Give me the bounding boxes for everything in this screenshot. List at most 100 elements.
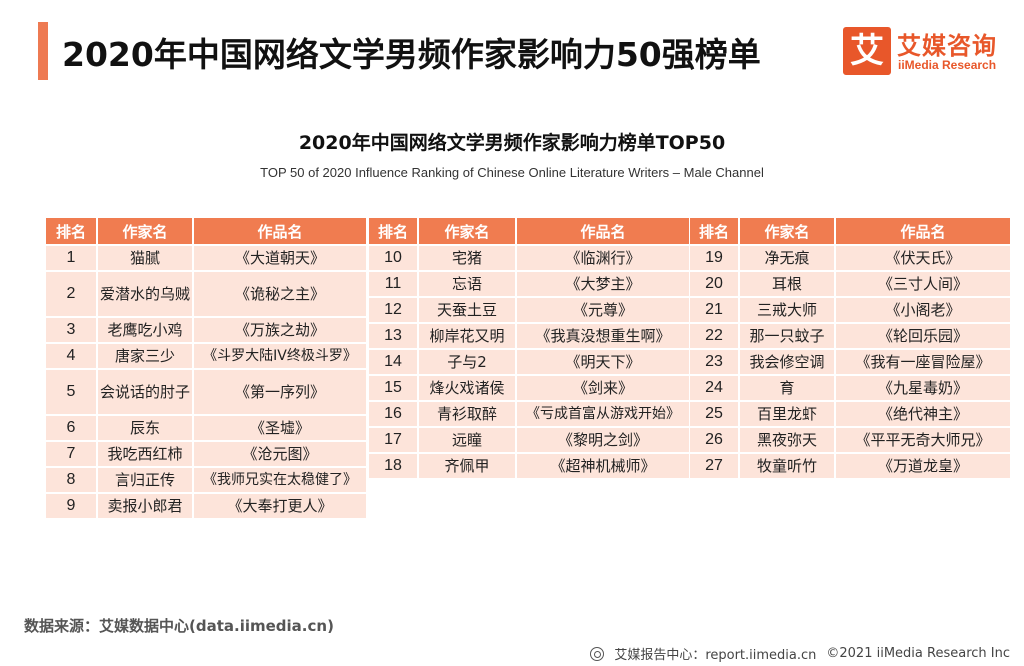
table-row: 10 宅猪 《临渊行》 xyxy=(369,246,689,270)
table-row: 2 爱潜水的乌贼 《诡秘之主》 xyxy=(46,272,366,316)
table-row: 24 育 《九星毒奶》 xyxy=(690,376,1010,400)
copyright-text: ©2021 iiMedia Research Inc xyxy=(826,646,1010,661)
rank-cell: 17 xyxy=(369,428,419,452)
rank-cell: 18 xyxy=(369,454,419,478)
rank-cell: 3 xyxy=(46,318,98,342)
table-row: 12 天蚕土豆 《元尊》 xyxy=(369,298,689,322)
author-cell: 老鹰吃小鸡 xyxy=(98,318,194,342)
table-row: 22 那一只蚊子 《轮回乐园》 xyxy=(690,324,1010,348)
author-cell: 三戒大师 xyxy=(740,298,836,322)
rank-cell: 26 xyxy=(690,428,740,452)
author-cell: 耳根 xyxy=(740,272,836,296)
rank-cell: 13 xyxy=(369,324,419,348)
rank-cell: 8 xyxy=(46,468,98,492)
rank-header: 排名 xyxy=(46,218,98,244)
work-cell: 《超神机械师》 xyxy=(517,454,689,478)
author-header: 作家名 xyxy=(740,218,836,244)
author-cell: 猫腻 xyxy=(98,246,194,270)
table-row: 4 唐家三少 《斗罗大陆IV终极斗罗》 xyxy=(46,344,366,368)
ranking-table-2: 排名 作家名 作品名 10 宅猪 《临渊行》 11 忘语 《大梦主》 12 天蚕… xyxy=(369,216,689,480)
author-cell: 卖报小郎君 xyxy=(98,494,194,518)
work-cell: 《圣墟》 xyxy=(194,416,366,440)
table-row: 16 青衫取醉 《亏成首富从游戏开始》 xyxy=(369,402,689,426)
table-row: 3 老鹰吃小鸡 《万族之劫》 xyxy=(46,318,366,342)
author-cell: 那一只蚊子 xyxy=(740,324,836,348)
ranking-table-1: 排名 作家名 作品名 1 猫腻 《大道朝天》 2 爱潜水的乌贼 《诡秘之主》 3… xyxy=(46,216,366,520)
author-cell: 青衫取醉 xyxy=(419,402,517,426)
author-cell: 黑夜弥天 xyxy=(740,428,836,452)
author-cell: 远瞳 xyxy=(419,428,517,452)
data-source-note: 数据来源：艾媒数据中心(data.iimedia.cn) xyxy=(24,617,334,635)
rank-cell: 20 xyxy=(690,272,740,296)
work-cell: 《平平无奇大师兄》 xyxy=(836,428,1010,452)
logo-mark-icon xyxy=(843,27,891,75)
rank-cell: 6 xyxy=(46,416,98,440)
work-cell: 《绝代神主》 xyxy=(836,402,1010,426)
table-row: 14 子与2 《明天下》 xyxy=(369,350,689,374)
table-row: 1 猫腻 《大道朝天》 xyxy=(46,246,366,270)
rank-cell: 7 xyxy=(46,442,98,466)
table-row: 9 卖报小郎君 《大奉打更人》 xyxy=(46,494,366,518)
work-cell: 《九星毒奶》 xyxy=(836,376,1010,400)
rank-cell: 25 xyxy=(690,402,740,426)
author-cell: 忘语 xyxy=(419,272,517,296)
work-header: 作品名 xyxy=(517,218,689,244)
work-cell: 《我有一座冒险屋》 xyxy=(836,350,1010,374)
work-cell: 《大梦主》 xyxy=(517,272,689,296)
ranking-table-3: 排名 作家名 作品名 19 净无痕 《伏天氏》 20 耳根 《三寸人间》 21 … xyxy=(690,216,1010,480)
page-title: 2020年中国网络文学男频作家影响力50强榜单 xyxy=(62,35,761,74)
rank-cell: 19 xyxy=(690,246,740,270)
rank-cell: 9 xyxy=(46,494,98,518)
author-cell: 辰东 xyxy=(98,416,194,440)
table-row: 23 我会修空调 《我有一座冒险屋》 xyxy=(690,350,1010,374)
rank-cell: 22 xyxy=(690,324,740,348)
work-cell: 《斗罗大陆IV终极斗罗》 xyxy=(194,344,366,368)
rank-cell: 2 xyxy=(46,272,98,316)
footer: 艾媒报告中心：report.iimedia.cn ©2021 iiMedia R… xyxy=(590,644,1010,663)
table-row: 6 辰东 《圣墟》 xyxy=(46,416,366,440)
work-cell: 《我师兄实在太稳健了》 xyxy=(194,468,366,492)
logo-name-en: iiMedia Research xyxy=(898,58,997,72)
rank-cell: 23 xyxy=(690,350,740,374)
report-center-link[interactable]: 艾媒报告中心：report.iimedia.cn xyxy=(614,648,817,663)
work-cell: 《小阁老》 xyxy=(836,298,1010,322)
author-cell: 百里龙虾 xyxy=(740,402,836,426)
table-row: 19 净无痕 《伏天氏》 xyxy=(690,246,1010,270)
report-title: 2020年中国网络文学男频作家影响力榜单TOP50 xyxy=(298,132,726,154)
author-header: 作家名 xyxy=(98,218,194,244)
author-cell: 柳岸花又明 xyxy=(419,324,517,348)
table-row: 25 百里龙虾 《绝代神主》 xyxy=(690,402,1010,426)
table-row: 5 会说话的肘子 《第一序列》 xyxy=(46,370,366,414)
author-cell: 烽火戏诸侯 xyxy=(419,376,517,400)
table-header-row: 排名 作家名 作品名 xyxy=(46,218,366,244)
table-row: 20 耳根 《三寸人间》 xyxy=(690,272,1010,296)
table-row: 18 齐佩甲 《超神机械师》 xyxy=(369,454,689,478)
work-cell: 《伏天氏》 xyxy=(836,246,1010,270)
author-header: 作家名 xyxy=(419,218,517,244)
work-header: 作品名 xyxy=(836,218,1010,244)
author-cell: 子与2 xyxy=(419,350,517,374)
work-cell: 《轮回乐园》 xyxy=(836,324,1010,348)
rank-cell: 11 xyxy=(369,272,419,296)
report-subtitle: TOP 50 of 2020 Influence Ranking of Chin… xyxy=(260,165,764,180)
work-cell: 《剑来》 xyxy=(517,376,689,400)
rank-cell: 4 xyxy=(46,344,98,368)
work-cell: 《临渊行》 xyxy=(517,246,689,270)
author-cell: 我吃西红柿 xyxy=(98,442,194,466)
table-row: 7 我吃西红柿 《沧元图》 xyxy=(46,442,366,466)
rank-cell: 16 xyxy=(369,402,419,426)
rank-cell: 21 xyxy=(690,298,740,322)
work-cell: 《元尊》 xyxy=(517,298,689,322)
author-cell: 宅猪 xyxy=(419,246,517,270)
table-row: 21 三戒大师 《小阁老》 xyxy=(690,298,1010,322)
table-row: 13 柳岸花又明 《我真没想重生啊》 xyxy=(369,324,689,348)
work-cell: 《沧元图》 xyxy=(194,442,366,466)
rank-cell: 24 xyxy=(690,376,740,400)
author-cell: 净无痕 xyxy=(740,246,836,270)
work-header: 作品名 xyxy=(194,218,366,244)
work-cell: 《亏成首富从游戏开始》 xyxy=(517,402,689,426)
rank-header: 排名 xyxy=(690,218,740,244)
table-row: 15 烽火戏诸侯 《剑来》 xyxy=(369,376,689,400)
author-cell: 育 xyxy=(740,376,836,400)
work-cell: 《黎明之剑》 xyxy=(517,428,689,452)
